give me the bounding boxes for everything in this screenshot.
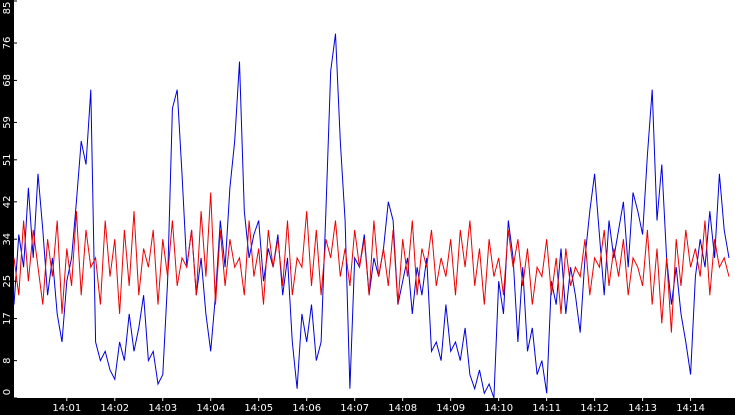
y-tick-label: 0 <box>2 389 13 395</box>
y-tick-label: 8 <box>2 357 13 363</box>
x-tick-label: 14:02 <box>100 403 129 414</box>
y-tick-label: 68 <box>2 74 13 87</box>
series-line <box>13 33 730 399</box>
y-tick-label: 42 <box>2 195 13 208</box>
y-tick-label: 51 <box>2 153 13 166</box>
x-tick-label: 14:12 <box>580 403 609 414</box>
y-tick-label: 76 <box>2 37 13 50</box>
x-tick-label: 14:10 <box>484 403 513 414</box>
x-tick-label: 14:14 <box>676 403 705 414</box>
x-tick-label: 14:03 <box>148 403 177 414</box>
x-tick-label: 14:13 <box>628 403 657 414</box>
y-tick-label: 85 <box>2 2 13 15</box>
y-tick-label: 59 <box>2 116 13 129</box>
y-axis-strip <box>0 0 14 415</box>
x-axis-strip <box>0 398 735 415</box>
y-tick-label: 17 <box>2 312 13 325</box>
x-tick-label: 14:08 <box>388 403 417 414</box>
plot-area <box>14 0 735 398</box>
y-tick-label: 25 <box>2 275 13 288</box>
x-tick-label: 14:07 <box>340 403 369 414</box>
x-tick-label: 14:04 <box>196 403 225 414</box>
x-tick-label: 14:05 <box>244 403 273 414</box>
y-tick-label: 34 <box>2 233 13 246</box>
x-tick-label: 14:11 <box>532 403 561 414</box>
x-tick-label: 14:09 <box>436 403 465 414</box>
x-tick-label: 14:01 <box>52 403 81 414</box>
series-line <box>13 192 730 333</box>
x-tick-label: 14:06 <box>292 403 321 414</box>
